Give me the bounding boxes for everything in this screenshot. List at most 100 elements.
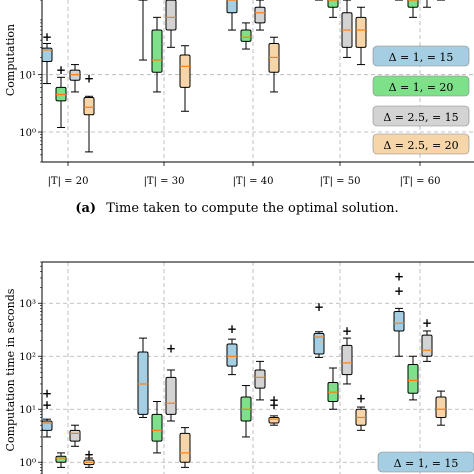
- outlier-marker: +: [227, 322, 237, 336]
- x-tick-label: |T| = 60: [400, 176, 441, 187]
- box: [42, 47, 53, 62]
- caption-text: Time taken to compute the optimal soluti…: [106, 201, 398, 216]
- caption-label: (a): [75, 201, 96, 216]
- y-axis-label: Computation: [4, 24, 17, 96]
- outlier-marker: +: [422, 316, 432, 330]
- box: [83, 96, 95, 116]
- box-plot: +: [55, 63, 67, 128]
- box-plot: [137, 337, 149, 418]
- outlier-marker: +: [56, 63, 66, 77]
- box-plot: [407, 355, 419, 401]
- box-plot: [55, 452, 67, 468]
- box-plot: [423, 0, 431, 8]
- legend-entry: [372, 75, 470, 97]
- box-plot: [435, 390, 447, 426]
- box: [341, 344, 353, 376]
- box: [254, 369, 266, 389]
- box: [42, 420, 53, 431]
- box-plot: ++: [393, 269, 405, 357]
- box-plot: [226, 0, 238, 31]
- x-tick-label: |T| = 30: [144, 176, 185, 187]
- box: [421, 334, 433, 357]
- box: [137, 351, 149, 415]
- box-plot: +: [83, 447, 95, 468]
- outlier-marker: +: [342, 324, 352, 338]
- y-tick-label: 10⁰: [19, 458, 36, 469]
- legend-entry: [372, 45, 470, 67]
- x-tick-label: |T| = 40: [233, 176, 274, 187]
- box: [254, 6, 266, 24]
- box-plot: [254, 360, 266, 401]
- outlier-marker: +: [314, 300, 324, 314]
- caption: (a) Time taken to compute the optimal so…: [75, 201, 398, 216]
- box-plot: [165, 0, 177, 48]
- box: [407, 363, 419, 394]
- x-tick-label: |T| = 20: [48, 176, 89, 187]
- box: [165, 0, 177, 31]
- outlier-marker: +: [394, 284, 404, 298]
- outlier-marker: +: [42, 30, 52, 44]
- box-plot: ++: [42, 386, 53, 438]
- outlier-marker: +: [166, 341, 176, 355]
- box: [313, 332, 325, 355]
- box-plot: +: [355, 391, 367, 431]
- box-plot: [327, 0, 339, 18]
- box: [226, 343, 238, 367]
- outlier-marker: +: [84, 72, 94, 86]
- box: [179, 54, 191, 88]
- box: [151, 413, 163, 442]
- outlier-marker: +: [84, 447, 94, 461]
- outlier-marker: +: [269, 393, 279, 407]
- box-plot: +: [341, 324, 353, 385]
- box: [327, 0, 339, 8]
- legend-label: Δ = 1, r = 20: [389, 81, 454, 94]
- box: [435, 396, 447, 418]
- box-plot: +: [421, 316, 433, 362]
- box-plot: [355, 6, 367, 66]
- box: [355, 16, 367, 48]
- legend: Δ = 1, r = 15 Δ = 1, r = 20 Δ = 2.5, r = 1…: [372, 45, 470, 155]
- box-plot: [151, 16, 163, 93]
- legend-label: Δ = 1, r = 15: [394, 457, 459, 470]
- y-axis-label: Computation time in seconds: [4, 288, 17, 451]
- box: [165, 376, 177, 415]
- box-plot: +: [226, 322, 238, 376]
- box: [393, 310, 405, 332]
- outlier-marker: +: [356, 391, 366, 405]
- box-plot: [254, 0, 266, 31]
- box-plot: [240, 385, 252, 438]
- box-plot: [341, 0, 353, 58]
- y-tick-label: 10²: [19, 352, 36, 363]
- outlier-marker: +: [42, 386, 52, 400]
- box-plot: [179, 45, 191, 112]
- y-tick-label: 10¹: [19, 71, 36, 82]
- box-plot: [268, 36, 280, 93]
- box-plot: +: [165, 341, 177, 422]
- x-tick-label: |T| = 50: [320, 176, 361, 187]
- y-tick-label: 10³: [19, 299, 36, 310]
- box: [69, 429, 81, 442]
- box-plot: [69, 64, 81, 93]
- outlier-marker: +: [394, 269, 404, 283]
- legend-entry: [372, 105, 470, 127]
- box: [268, 416, 280, 424]
- boxes: +++++++++++++: [42, 269, 447, 468]
- y-tick-label: 10¹: [19, 405, 36, 416]
- box: [179, 432, 191, 463]
- box: [226, 0, 238, 14]
- box-plot: +: [83, 72, 95, 153]
- box-plot: ++: [268, 393, 280, 426]
- box-plot: [327, 367, 339, 410]
- box-plot: [69, 424, 81, 447]
- box-plot: [138, 0, 148, 61]
- box-plot: +: [313, 300, 325, 358]
- legend-label: Δ = 2.5, r = 15: [383, 111, 458, 124]
- box-plot: [240, 22, 252, 50]
- legend-label: Δ = 2.5, r = 20: [383, 139, 458, 152]
- outlier-marker: +: [269, 398, 279, 412]
- legend-label: Δ = 1, r = 15: [389, 51, 454, 64]
- legend-entry: [377, 451, 474, 473]
